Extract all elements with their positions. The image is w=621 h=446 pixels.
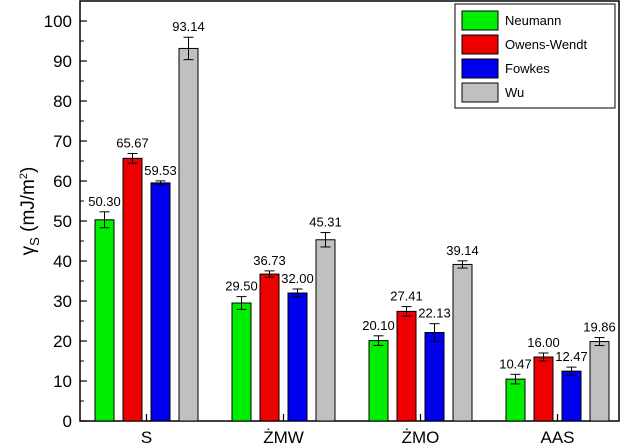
data-label: 16.00 [527, 335, 560, 350]
bars: 50.30 65.67 59.53 93.14 29.50 36.73 32.00 45.31… [88, 19, 616, 422]
data-label: 22.13 [418, 306, 451, 321]
y-tick-label: 100 [44, 12, 72, 31]
data-label: 50.30 [88, 194, 121, 209]
y-tick-label: 90 [53, 52, 72, 71]
y-tick-label: 80 [53, 92, 72, 111]
data-label: 32.00 [281, 271, 314, 286]
y-axis-label: γS (mJ/m2) [18, 167, 42, 256]
x-axis: S ŻMW ŻMO AAS [141, 414, 575, 446]
x-category-label: ŻMO [402, 428, 440, 446]
bar [287, 292, 308, 422]
data-label: 39.14 [446, 243, 479, 258]
data-label: 45.31 [309, 215, 342, 230]
x-category-label: S [141, 428, 152, 446]
bar [178, 47, 199, 422]
bar [122, 157, 143, 422]
bar [505, 378, 526, 422]
y-tick-label: 50 [53, 212, 72, 231]
plot-frame [79, 0, 620, 422]
data-label: 59.53 [144, 163, 177, 178]
legend-swatch [461, 82, 499, 103]
bar [533, 356, 554, 422]
y-tick-label: 20 [53, 332, 72, 351]
bar [368, 340, 389, 422]
y-axis: 0 10 20 30 40 50 60 70 80 90 100 [44, 12, 87, 431]
bar [150, 182, 171, 422]
bar [315, 239, 336, 422]
y-tick-label: 40 [53, 252, 72, 271]
bar [589, 341, 610, 422]
legend-swatch [461, 58, 499, 79]
legend-label: Neumann [505, 13, 561, 28]
data-label: 29.50 [225, 279, 258, 294]
data-label: 19.86 [583, 320, 616, 335]
x-category-label: ŻMW [263, 428, 304, 446]
bar [561, 370, 582, 422]
data-label: 27.41 [390, 289, 423, 304]
y-tick-label: 70 [53, 132, 72, 151]
data-label: 20.10 [362, 318, 395, 333]
data-label: 12.47 [555, 349, 588, 364]
y-tick-label: 60 [53, 172, 72, 191]
bar [259, 273, 280, 422]
bar [452, 263, 473, 422]
bar [94, 219, 115, 422]
legend-label: Owens-Wendt [505, 37, 588, 52]
data-label: 10.47 [499, 356, 532, 371]
data-label: 93.14 [172, 19, 205, 34]
bar [231, 302, 252, 422]
legend-label: Fowkes [505, 61, 550, 76]
legend: Neumann Owens-Wendt Fowkes Wu [454, 3, 616, 109]
y-tick-label: 0 [63, 412, 72, 431]
bar [424, 331, 445, 422]
y-tick-label: 30 [53, 292, 72, 311]
x-category-label: AAS [540, 428, 574, 446]
data-label: 65.67 [116, 136, 149, 151]
y-tick-label: 10 [53, 372, 72, 391]
bar [396, 310, 417, 422]
data-label: 36.73 [253, 253, 286, 268]
legend-swatch [461, 10, 499, 31]
legend-label: Wu [505, 85, 524, 100]
legend-swatch [461, 34, 499, 55]
